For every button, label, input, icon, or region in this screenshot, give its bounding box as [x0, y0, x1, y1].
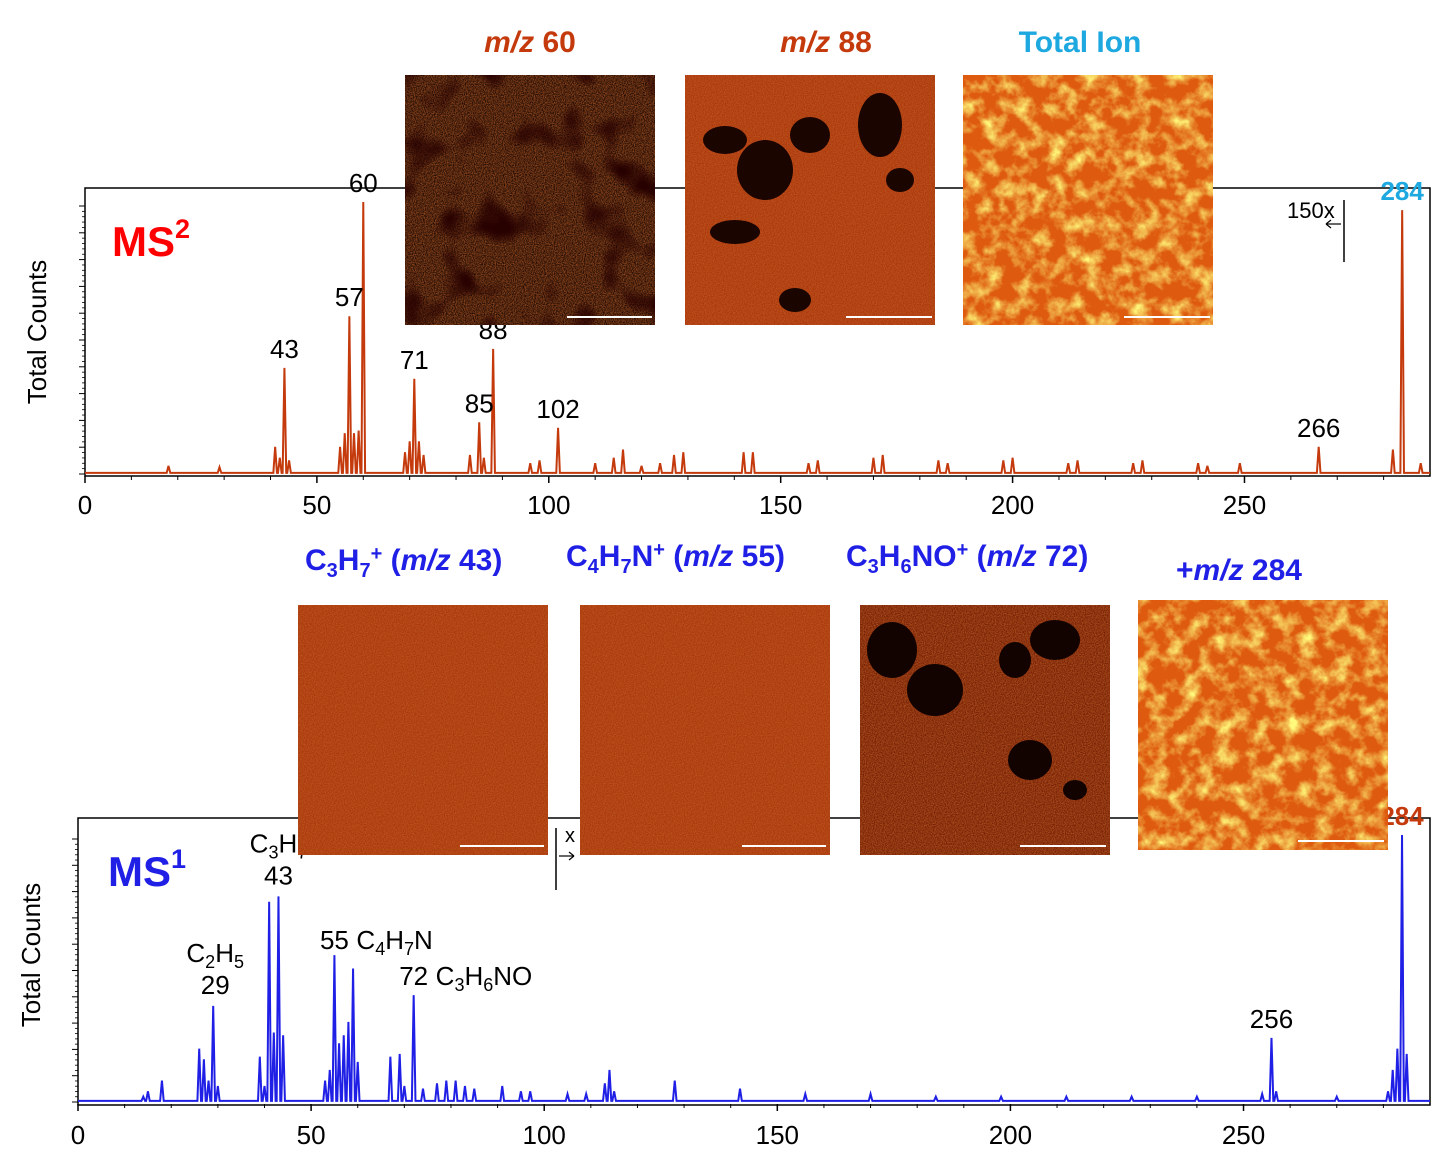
- x-tick-label: 250: [1223, 490, 1266, 520]
- ms1-image-c4h7n: [580, 605, 830, 855]
- peak-label: 57: [335, 282, 364, 312]
- ms1-magnification-label: x: [565, 825, 575, 847]
- ms1-y-ticks: [72, 838, 78, 1103]
- ms2-image-mz60: [405, 75, 655, 325]
- x-tick-label: 200: [991, 490, 1034, 520]
- fragment-mass-label: 43: [264, 860, 293, 890]
- ms1-image-mz284: [1138, 600, 1388, 850]
- ms2-y-ticks: [79, 205, 85, 475]
- ms1-magnification-marker: x: [555, 825, 575, 890]
- ms2-image-titles: m/z 60 m/z 88 Total Ion: [484, 26, 1141, 59]
- ms1-spectrum-trace: [78, 834, 1430, 1102]
- ms2-spectrum-trace: [85, 201, 1430, 474]
- fragment-formula-label: C3H6NO: [436, 961, 533, 995]
- peak-label: 71: [400, 345, 429, 375]
- x-tick-label: 250: [1222, 1120, 1265, 1150]
- peak-label: 85: [465, 388, 494, 418]
- ms1-image-title-c4h7n: C4H7N+ (m/z 55): [566, 539, 785, 578]
- peak-label: 284: [1380, 176, 1424, 206]
- ms1-image-title-c3h7: C3H7+ (m/z 43): [305, 543, 502, 582]
- ms1-image-titles: C3H7+ (m/z 43) C4H7N+ (m/z 55) C3H6NO+ (…: [305, 539, 1302, 587]
- x-tick-label: 50: [302, 490, 331, 520]
- x-tick-label: 100: [523, 1120, 566, 1150]
- x-tick-label: 150: [756, 1120, 799, 1150]
- ms2-image-title-mz60: m/z 60: [484, 26, 576, 59]
- peak-label: 256: [1250, 1004, 1293, 1034]
- ms1-title: MS1: [108, 844, 186, 895]
- ms1-image-title-c3h6no: C3H6NO+ (m/z 72): [846, 539, 1088, 578]
- ms1-image-c3h6no: [860, 605, 1110, 855]
- peak-label: 102: [536, 394, 579, 424]
- fragment-formula-label: C2H5: [186, 938, 244, 972]
- ms2-image-title-mz88: m/z 88: [780, 26, 872, 59]
- ms2-magnification-marker: 150x: [1287, 198, 1345, 262]
- fragment-mass-label: 29: [201, 970, 230, 1000]
- fragment-formula-label: C4H7N: [356, 925, 432, 959]
- ms1-image-title-mz284: +m/z 284: [1176, 554, 1302, 587]
- ms2-magnification-label: 150x: [1287, 198, 1335, 223]
- x-tick-label: 150: [759, 490, 802, 520]
- ms2-x-ticks: 0 50 100 150 200 250: [78, 476, 1385, 520]
- ms2-image-total: [963, 75, 1213, 325]
- x-tick-label: 0: [78, 490, 92, 520]
- peak-label: 266: [1297, 413, 1340, 443]
- x-tick-label: 50: [297, 1120, 326, 1150]
- fragment-mass-label: 72: [399, 961, 428, 991]
- peak-label: 60: [349, 168, 378, 198]
- ms1-ylabel: Total Counts: [16, 883, 46, 1028]
- x-tick-label: 100: [527, 490, 570, 520]
- ms1-x-ticks: 0 50 100 150 200 250: [71, 1104, 1384, 1150]
- ms2-title: MS2: [112, 214, 190, 265]
- x-tick-label: 0: [71, 1120, 85, 1150]
- ms1-image-c3h7: [298, 605, 548, 855]
- fragment-mass-label: 55: [320, 925, 349, 955]
- x-tick-label: 200: [989, 1120, 1032, 1150]
- ms2-ylabel: Total Counts: [22, 260, 52, 405]
- peak-label: 43: [270, 334, 299, 364]
- ms2-image-mz88: [685, 75, 935, 325]
- ms2-image-title-total: Total Ion: [1019, 26, 1142, 59]
